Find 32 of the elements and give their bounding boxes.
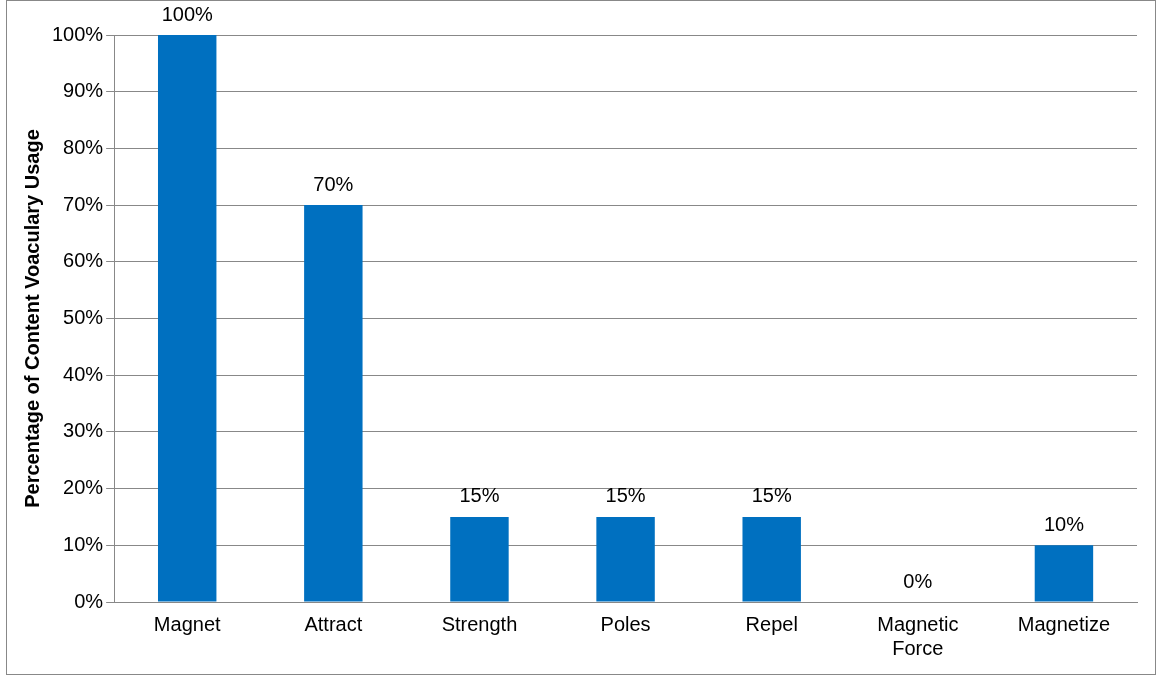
x-tick-label: Strength	[441, 612, 518, 635]
data-label: 15%	[459, 484, 500, 507]
y-tick-label: 10%	[63, 532, 104, 555]
x-tick-label: Poles	[600, 612, 651, 635]
data-label: 70%	[313, 172, 354, 195]
y-tick-label: 80%	[63, 135, 104, 158]
y-tick-label: 70%	[63, 192, 104, 215]
x-tick-label: Attract	[304, 612, 363, 635]
y-axis-title: Percentage of Content Voaculary Usage	[20, 129, 43, 508]
data-label: 0%	[903, 569, 933, 592]
bar	[1034, 545, 1094, 602]
bar	[450, 516, 509, 602]
y-tick-label: 60%	[63, 249, 104, 272]
y-tick-label: 90%	[63, 79, 104, 102]
bar	[304, 205, 363, 602]
x-tick-label: Magnetize	[1017, 612, 1111, 635]
y-tick-label: 40%	[63, 362, 104, 385]
x-tick-label: Repel	[745, 612, 798, 635]
x-tick-label: Magnet	[153, 612, 222, 635]
y-tick-label: 30%	[63, 419, 104, 442]
y-tick-label: 20%	[63, 476, 104, 499]
x-tick-label: Magnetic Force	[877, 612, 959, 659]
bar	[742, 516, 801, 602]
data-label: 10%	[1043, 512, 1085, 535]
y-tick-label: 50%	[63, 306, 104, 329]
y-tick-label: 100%	[52, 22, 104, 45]
data-label: 15%	[605, 484, 646, 507]
data-label: 15%	[751, 484, 792, 507]
bar	[157, 35, 217, 602]
bar	[596, 516, 655, 602]
data-label: 100%	[161, 2, 213, 25]
y-tick-label: 0%	[74, 589, 104, 612]
